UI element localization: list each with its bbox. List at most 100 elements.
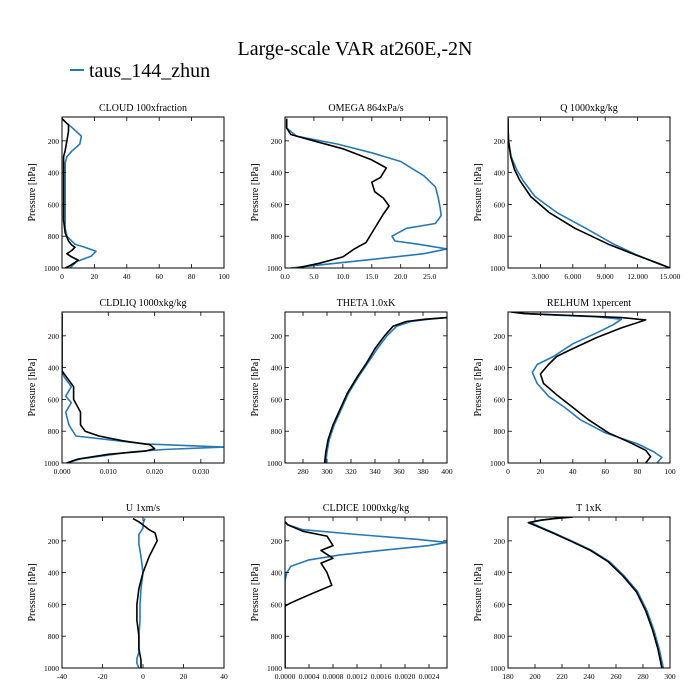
y-axis-label: Pressure [hPa] bbox=[27, 358, 38, 416]
y-tick-label: 400 bbox=[271, 364, 283, 373]
y-tick-label: 400 bbox=[271, 569, 283, 578]
panel-5: THETA 1.0xK Pressure [hPa] 280 300 320 340 360… bbox=[250, 298, 453, 476]
series-line-experiment bbox=[136, 518, 146, 668]
x-tick-label: 9.000 bbox=[597, 272, 614, 281]
x-tick-label: 320 bbox=[345, 467, 357, 476]
x-tick-label: 40 bbox=[220, 672, 228, 681]
y-tick-label: 600 bbox=[271, 200, 283, 209]
series-line-experiment bbox=[62, 118, 97, 268]
series-line-experiment bbox=[325, 316, 447, 463]
plot-frame bbox=[61, 516, 225, 669]
plot-frame bbox=[507, 116, 671, 269]
panel-6: RELHUM 1xpercent Pressure [hPa] 0 20 40 60 80 1… bbox=[473, 298, 676, 476]
series-group bbox=[285, 521, 447, 668]
y-tick-label: 600 bbox=[271, 600, 283, 609]
panel-title: CLOUD 100xfraction bbox=[99, 103, 187, 114]
x-tick-label: 60 bbox=[155, 272, 163, 281]
y-tick-label: 1000 bbox=[490, 459, 505, 468]
panel-title: RELHUM 1xpercent bbox=[547, 298, 631, 309]
x-tick-label: 15.000 bbox=[660, 272, 681, 281]
x-tick-label: 80 bbox=[634, 467, 642, 476]
x-tick-label: 0 bbox=[506, 467, 510, 476]
series-line-experiment bbox=[530, 517, 665, 668]
series-line-experiment bbox=[285, 521, 447, 668]
x-tick-label: 220 bbox=[556, 672, 568, 681]
x-tick-label: 400 bbox=[441, 467, 453, 476]
x-tick-label: 20.0 bbox=[394, 272, 407, 281]
x-tick-label: 360 bbox=[393, 467, 405, 476]
y-tick-label: 800 bbox=[494, 232, 506, 241]
y-tick-label: 800 bbox=[48, 232, 60, 241]
x-tick-label: 260 bbox=[610, 672, 622, 681]
x-tick-label: 200 bbox=[529, 672, 541, 681]
x-tick-label: 180 bbox=[502, 672, 514, 681]
series-line-reference bbox=[285, 118, 390, 268]
x-tick-label: 25.0 bbox=[423, 272, 436, 281]
x-tick-label: 40 bbox=[569, 467, 577, 476]
y-tick-label: 200 bbox=[271, 537, 283, 546]
y-tick-label: 1000 bbox=[44, 459, 59, 468]
y-tick-label: 600 bbox=[48, 395, 60, 404]
series-line-experiment bbox=[285, 118, 447, 268]
y-tick-label: 400 bbox=[48, 569, 60, 578]
x-tick-label: 40 bbox=[123, 272, 131, 281]
series-line-reference bbox=[527, 517, 663, 668]
y-tick-label: 1000 bbox=[490, 664, 505, 673]
x-tick-label: 20 bbox=[180, 672, 188, 681]
y-tick-label: 600 bbox=[48, 600, 60, 609]
x-tick-label: 6.000 bbox=[564, 272, 581, 281]
x-tick-label: 80 bbox=[188, 272, 196, 281]
x-tick-label: 100 bbox=[664, 467, 676, 476]
panel-3: Q 1000xkg/kg Pressure [hPa] 3.000 6.000 9.00… bbox=[473, 103, 681, 281]
series-group bbox=[511, 312, 663, 463]
panel-title: CLDICE 1000xkg/kg bbox=[323, 503, 409, 514]
x-tick-label: 0.030 bbox=[192, 467, 209, 476]
y-tick-label: 1000 bbox=[267, 264, 282, 273]
y-tick-label: 600 bbox=[494, 200, 506, 209]
x-tick-label: 340 bbox=[369, 467, 381, 476]
y-tick-label: 1000 bbox=[267, 459, 282, 468]
series-line-reference bbox=[62, 118, 79, 268]
x-tick-label: 0.0024 bbox=[419, 672, 440, 681]
series-line-reference bbox=[285, 521, 334, 668]
x-tick-label: 5.0 bbox=[309, 272, 319, 281]
y-tick-label: 400 bbox=[494, 569, 506, 578]
series-line-reference bbox=[62, 313, 156, 463]
panel-7: U 1xm/s Pressure [hPa] -40 -20 0 20 40 200 400 60… bbox=[27, 503, 228, 681]
panel-2: OMEGA 864xPa/s Pressure [hPa] 0.0 5.0 10.0 15… bbox=[250, 103, 448, 281]
x-tick-label: 0.0000 bbox=[275, 672, 296, 681]
y-tick-label: 1000 bbox=[44, 664, 59, 673]
plot-frame bbox=[61, 311, 225, 464]
legend-label: taus_144_zhun bbox=[89, 60, 210, 82]
panel-title: OMEGA 864xPa/s bbox=[328, 103, 403, 114]
y-tick-label: 200 bbox=[48, 137, 60, 146]
panel-title: U 1xm/s bbox=[126, 503, 160, 514]
x-tick-label: 20 bbox=[91, 272, 99, 281]
y-tick-label: 400 bbox=[494, 169, 506, 178]
panel-1: CLOUD 100xfraction Pressure [hPa] 0 20 40 60 8… bbox=[27, 103, 230, 281]
y-tick-label: 200 bbox=[494, 137, 506, 146]
y-tick-label: 400 bbox=[48, 169, 60, 178]
x-tick-label: 0 bbox=[141, 672, 145, 681]
y-tick-label: 800 bbox=[271, 427, 283, 436]
x-tick-label: 0.000 bbox=[54, 467, 71, 476]
x-tick-label: 12.000 bbox=[627, 272, 648, 281]
x-tick-label: 0.010 bbox=[100, 467, 117, 476]
x-tick-label: 240 bbox=[583, 672, 595, 681]
y-tick-label: 600 bbox=[48, 200, 60, 209]
x-tick-label: -40 bbox=[57, 672, 67, 681]
series-group bbox=[132, 517, 158, 668]
x-tick-label: 0.0004 bbox=[299, 672, 320, 681]
series-group bbox=[527, 517, 665, 668]
plot-frame bbox=[507, 311, 671, 464]
y-axis-label: Pressure [hPa] bbox=[473, 563, 484, 621]
series-line-experiment bbox=[62, 313, 224, 463]
x-tick-label: 0.020 bbox=[146, 467, 163, 476]
x-tick-label: 280 bbox=[637, 672, 649, 681]
y-tick-label: 400 bbox=[494, 364, 506, 373]
y-axis-label: Pressure [hPa] bbox=[250, 358, 261, 416]
x-tick-label: 300 bbox=[664, 672, 676, 681]
y-axis-label: Pressure [hPa] bbox=[250, 163, 261, 221]
panel-9: T 1xK Pressure [hPa] 180 200 220 240 260 280 300… bbox=[473, 503, 676, 681]
